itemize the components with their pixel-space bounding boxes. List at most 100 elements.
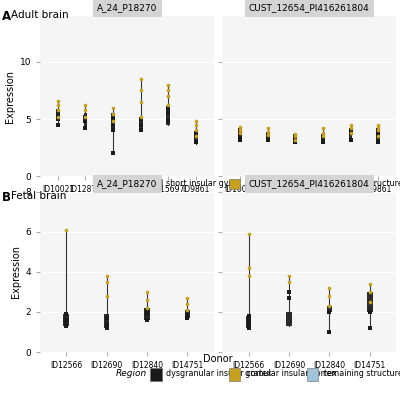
Point: [165, 82, 171, 88]
Point: [104, 272, 110, 279]
Point: [104, 325, 110, 331]
Point: [245, 313, 252, 319]
Point: [82, 114, 89, 120]
Point: [375, 124, 381, 130]
Bar: [307, 368, 318, 381]
Point: [366, 309, 373, 315]
Point: [82, 102, 89, 109]
Point: [320, 133, 326, 139]
Point: [320, 139, 326, 145]
Point: [326, 293, 332, 299]
Bar: [56, 110, 60, 121]
Point: [292, 131, 298, 137]
Point: [184, 301, 191, 307]
Point: [138, 76, 144, 82]
Point: [63, 317, 70, 323]
Point: [138, 122, 144, 128]
Point: [265, 133, 271, 139]
Bar: [326, 306, 332, 312]
Point: [165, 105, 171, 111]
Point: [375, 127, 381, 133]
Point: [192, 129, 199, 136]
Text: Donor: Donor: [203, 354, 233, 364]
Bar: [321, 134, 325, 142]
Point: [144, 289, 150, 295]
Bar: [238, 130, 242, 140]
Point: [82, 107, 89, 113]
Bar: [376, 130, 380, 140]
Point: [245, 317, 252, 323]
Point: [237, 129, 244, 136]
Bar: [64, 314, 69, 326]
Bar: [266, 131, 270, 140]
Point: [292, 139, 298, 145]
Point: [110, 116, 116, 122]
Point: [184, 307, 191, 313]
Bar: [184, 310, 190, 318]
Point: [110, 105, 116, 111]
Point: [144, 307, 150, 313]
Point: [138, 114, 144, 120]
Title: CUST_12654_PI416261804: CUST_12654_PI416261804: [249, 3, 370, 12]
Point: [286, 289, 292, 295]
Point: [192, 118, 199, 124]
Point: [110, 122, 116, 128]
Point: [320, 137, 326, 143]
Point: [165, 93, 171, 99]
Point: [192, 133, 199, 139]
Point: [104, 321, 110, 327]
Point: [366, 299, 373, 305]
Point: [375, 127, 381, 133]
Point: [326, 329, 332, 335]
Bar: [229, 368, 240, 381]
Point: [165, 87, 171, 93]
Text: Adult brain: Adult brain: [11, 10, 69, 20]
Point: [55, 116, 61, 122]
Point: [237, 124, 244, 130]
Point: [320, 129, 326, 136]
Point: [55, 122, 61, 128]
Point: [144, 297, 150, 303]
Point: [63, 319, 70, 325]
Point: [55, 108, 61, 114]
Point: [165, 102, 171, 109]
Point: [110, 127, 116, 133]
Point: [55, 114, 61, 120]
Text: remaining structures: remaining structures: [323, 369, 400, 379]
Bar: [150, 368, 162, 381]
Point: [55, 102, 61, 109]
Bar: [144, 308, 150, 320]
Point: [144, 305, 150, 311]
Point: [375, 129, 381, 136]
Point: [366, 289, 373, 295]
Bar: [367, 292, 372, 312]
Text: granular insular cortex: granular insular cortex: [245, 369, 336, 379]
Bar: [307, 179, 318, 189]
Point: [286, 279, 292, 285]
Point: [237, 129, 244, 136]
Point: [366, 325, 373, 331]
Point: [347, 127, 354, 133]
Bar: [294, 136, 297, 142]
Point: [292, 133, 298, 139]
Y-axis label: Expression: Expression: [11, 245, 21, 298]
Point: [55, 107, 61, 113]
Point: [63, 323, 70, 329]
Text: long insular gyri: long insular gyri: [245, 179, 310, 188]
Point: [375, 139, 381, 145]
Point: [110, 111, 116, 118]
Point: [237, 127, 244, 133]
Point: [326, 309, 332, 315]
Point: [265, 131, 271, 137]
Text: Region: Region: [116, 179, 147, 188]
Bar: [104, 314, 110, 328]
Point: [245, 321, 252, 327]
Point: [104, 315, 110, 321]
Point: [347, 125, 354, 131]
Point: [320, 125, 326, 131]
Bar: [150, 179, 162, 189]
Point: [265, 125, 271, 131]
Point: [292, 137, 298, 143]
Text: Region: Region: [116, 369, 147, 379]
Bar: [111, 113, 115, 130]
